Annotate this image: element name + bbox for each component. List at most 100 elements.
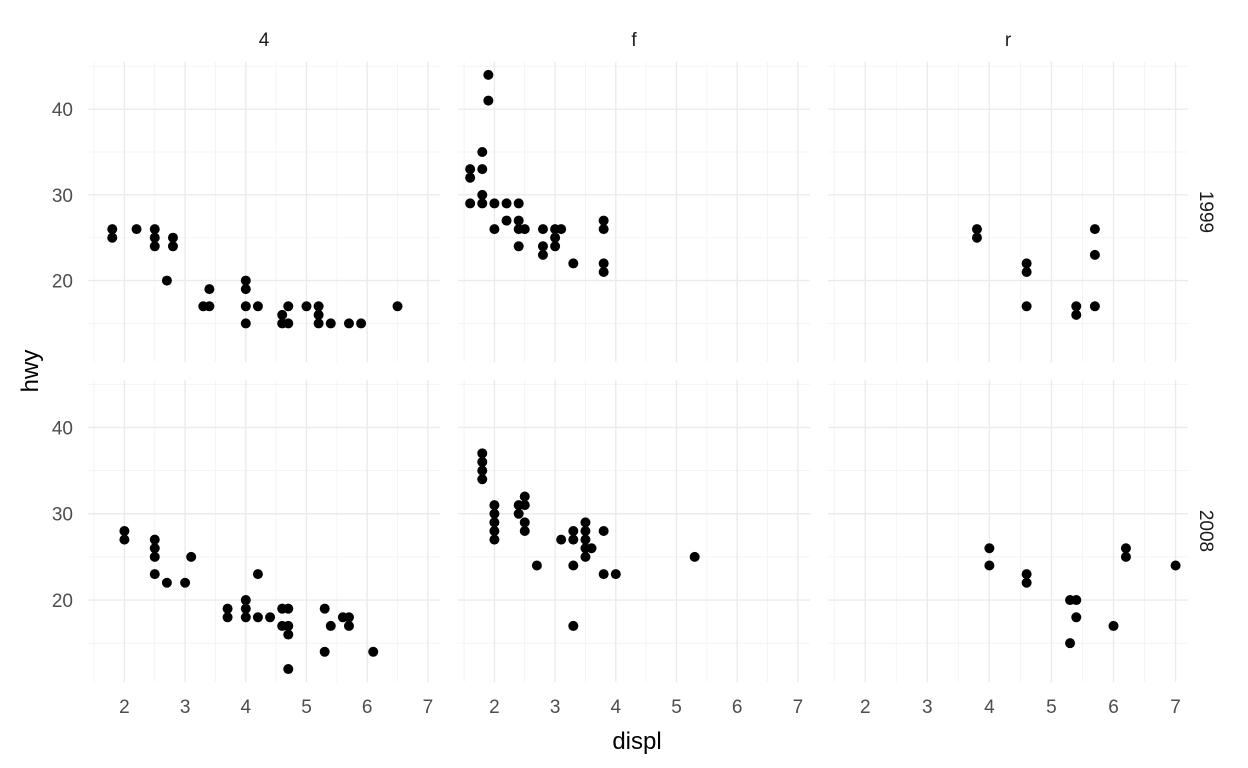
data-point [477, 189, 488, 200]
data-point [1021, 267, 1032, 277]
data-point [167, 232, 178, 243]
data-point [689, 551, 700, 562]
y-tick-label: 40 [52, 418, 73, 439]
facet-strip-label-col: r [1005, 30, 1012, 51]
data-point [313, 309, 324, 320]
y-tick-label: 30 [52, 186, 73, 207]
data-point [513, 508, 524, 519]
data-point [149, 241, 160, 252]
data-point [283, 620, 294, 631]
data-point [325, 318, 336, 329]
data-point [489, 500, 500, 511]
data-point [537, 241, 548, 252]
data-point [568, 560, 579, 571]
x-tick-label: 2 [489, 697, 500, 718]
data-point [1108, 620, 1119, 631]
data-point [1170, 560, 1181, 571]
data-point [252, 301, 263, 312]
data-point [1071, 301, 1082, 312]
data-point [1071, 309, 1082, 320]
data-point [531, 560, 542, 571]
y-tick-label: 20 [52, 591, 73, 612]
data-point [598, 569, 609, 580]
data-point [568, 534, 579, 545]
data-point [537, 224, 548, 235]
data-point [513, 215, 524, 226]
data-point [477, 465, 488, 476]
x-tick-label: 6 [362, 697, 373, 718]
data-point [519, 526, 530, 536]
data-point [356, 318, 367, 329]
data-point [556, 224, 567, 235]
data-point [222, 603, 233, 614]
x-tick-label: 3 [550, 697, 561, 718]
data-point [107, 232, 118, 243]
y-tick-label: 20 [52, 272, 73, 293]
x-tick-label: 5 [301, 697, 312, 718]
data-point [465, 164, 476, 175]
data-point [119, 534, 130, 545]
data-point [513, 198, 524, 209]
x-tick-label: 4 [984, 697, 995, 718]
data-point [161, 577, 172, 588]
data-point [240, 284, 251, 295]
y-tick-label: 30 [52, 505, 73, 526]
data-point [319, 646, 330, 657]
x-tick-label: 3 [922, 697, 933, 718]
data-point [568, 258, 579, 269]
x-axis-title: displ [612, 728, 661, 755]
data-point [240, 603, 251, 614]
data-point [477, 147, 488, 157]
data-point [513, 241, 524, 252]
data-point [1021, 301, 1032, 312]
x-tick-label: 2 [119, 697, 130, 718]
data-point [477, 474, 488, 485]
data-point [283, 629, 294, 640]
data-point [489, 526, 500, 536]
x-tick-label: 6 [732, 697, 743, 718]
data-point [240, 318, 251, 329]
data-point [186, 551, 197, 562]
data-point [343, 612, 354, 623]
data-point [519, 500, 530, 511]
data-point [149, 551, 160, 562]
data-point [1089, 249, 1100, 260]
data-point [483, 95, 494, 106]
data-point [240, 275, 251, 286]
data-point [1021, 569, 1032, 580]
data-point [483, 69, 494, 80]
data-point [392, 301, 403, 312]
data-point [240, 301, 251, 312]
data-point [465, 198, 476, 209]
facet-strip-label-col: 4 [259, 30, 270, 51]
data-point [222, 612, 233, 623]
data-point [580, 517, 591, 528]
data-point [984, 543, 995, 554]
data-point [489, 517, 500, 528]
facet-strip-label-row: 1999 [1195, 191, 1216, 233]
data-point [343, 318, 354, 329]
data-point [1089, 224, 1100, 235]
data-point [1021, 258, 1032, 269]
data-point [131, 224, 142, 235]
y-axis-title: hwy [17, 350, 44, 393]
data-point [107, 224, 118, 235]
data-point [610, 569, 621, 580]
data-point [1065, 638, 1076, 649]
data-point [598, 258, 609, 269]
data-point [501, 198, 512, 209]
data-point [550, 241, 561, 252]
data-point [368, 646, 379, 657]
data-point [477, 456, 488, 467]
data-point [580, 551, 591, 562]
data-point [161, 275, 172, 286]
data-point [252, 612, 263, 623]
data-point [568, 526, 579, 536]
data-point [489, 508, 500, 519]
x-tick-label: 6 [1108, 697, 1119, 718]
data-point [489, 224, 500, 235]
data-point [301, 301, 312, 312]
data-point [519, 491, 530, 502]
data-point [519, 517, 530, 528]
